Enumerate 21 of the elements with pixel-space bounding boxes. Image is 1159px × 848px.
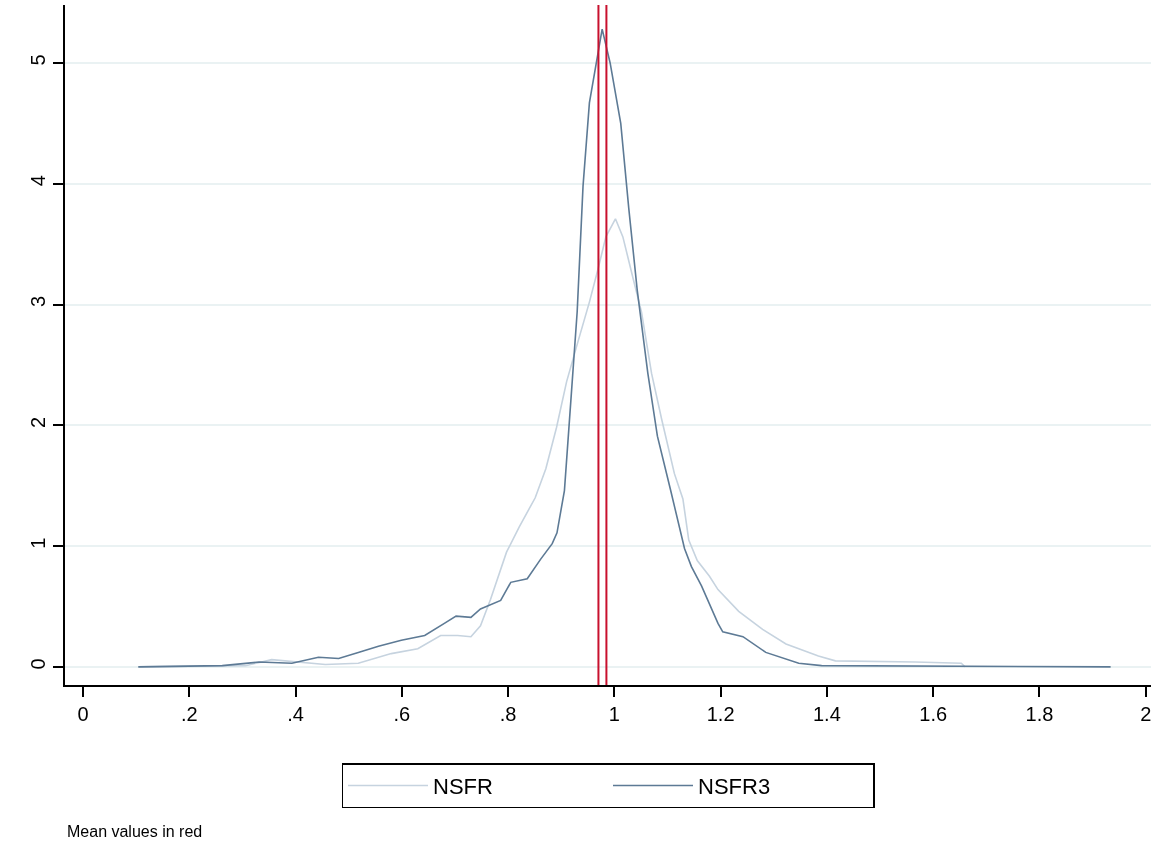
- y-tick-label: 1: [27, 537, 49, 549]
- x-tick-label: .2: [180, 703, 198, 725]
- x-tick-label: .6: [393, 703, 411, 725]
- x-tick-label: 1.8: [1025, 703, 1054, 725]
- y-tick-label: 3: [27, 295, 49, 308]
- line-series: [137, 28, 1112, 668]
- x-tick-label: 0: [77, 703, 89, 725]
- x-tick-label: 1.2: [706, 703, 735, 725]
- y-tick-label: 2: [27, 416, 49, 428]
- x-tick-label: 1: [608, 703, 620, 725]
- x-tick-label: .4: [287, 703, 304, 725]
- x-tick-label: 1.4: [812, 703, 841, 725]
- y-tick-label: 4: [27, 175, 49, 187]
- legend-label: NSFR: [433, 774, 493, 800]
- y-tick-label: 0: [27, 658, 49, 670]
- text: Mean values in red: [67, 823, 203, 840]
- legend-label: NSFR3: [698, 774, 771, 800]
- x-tick-label: 1.6: [919, 703, 948, 725]
- x-tick-label: .8: [499, 703, 517, 725]
- y-tick-label: 5: [27, 54, 49, 66]
- x-tick-label: 2: [1140, 703, 1152, 725]
